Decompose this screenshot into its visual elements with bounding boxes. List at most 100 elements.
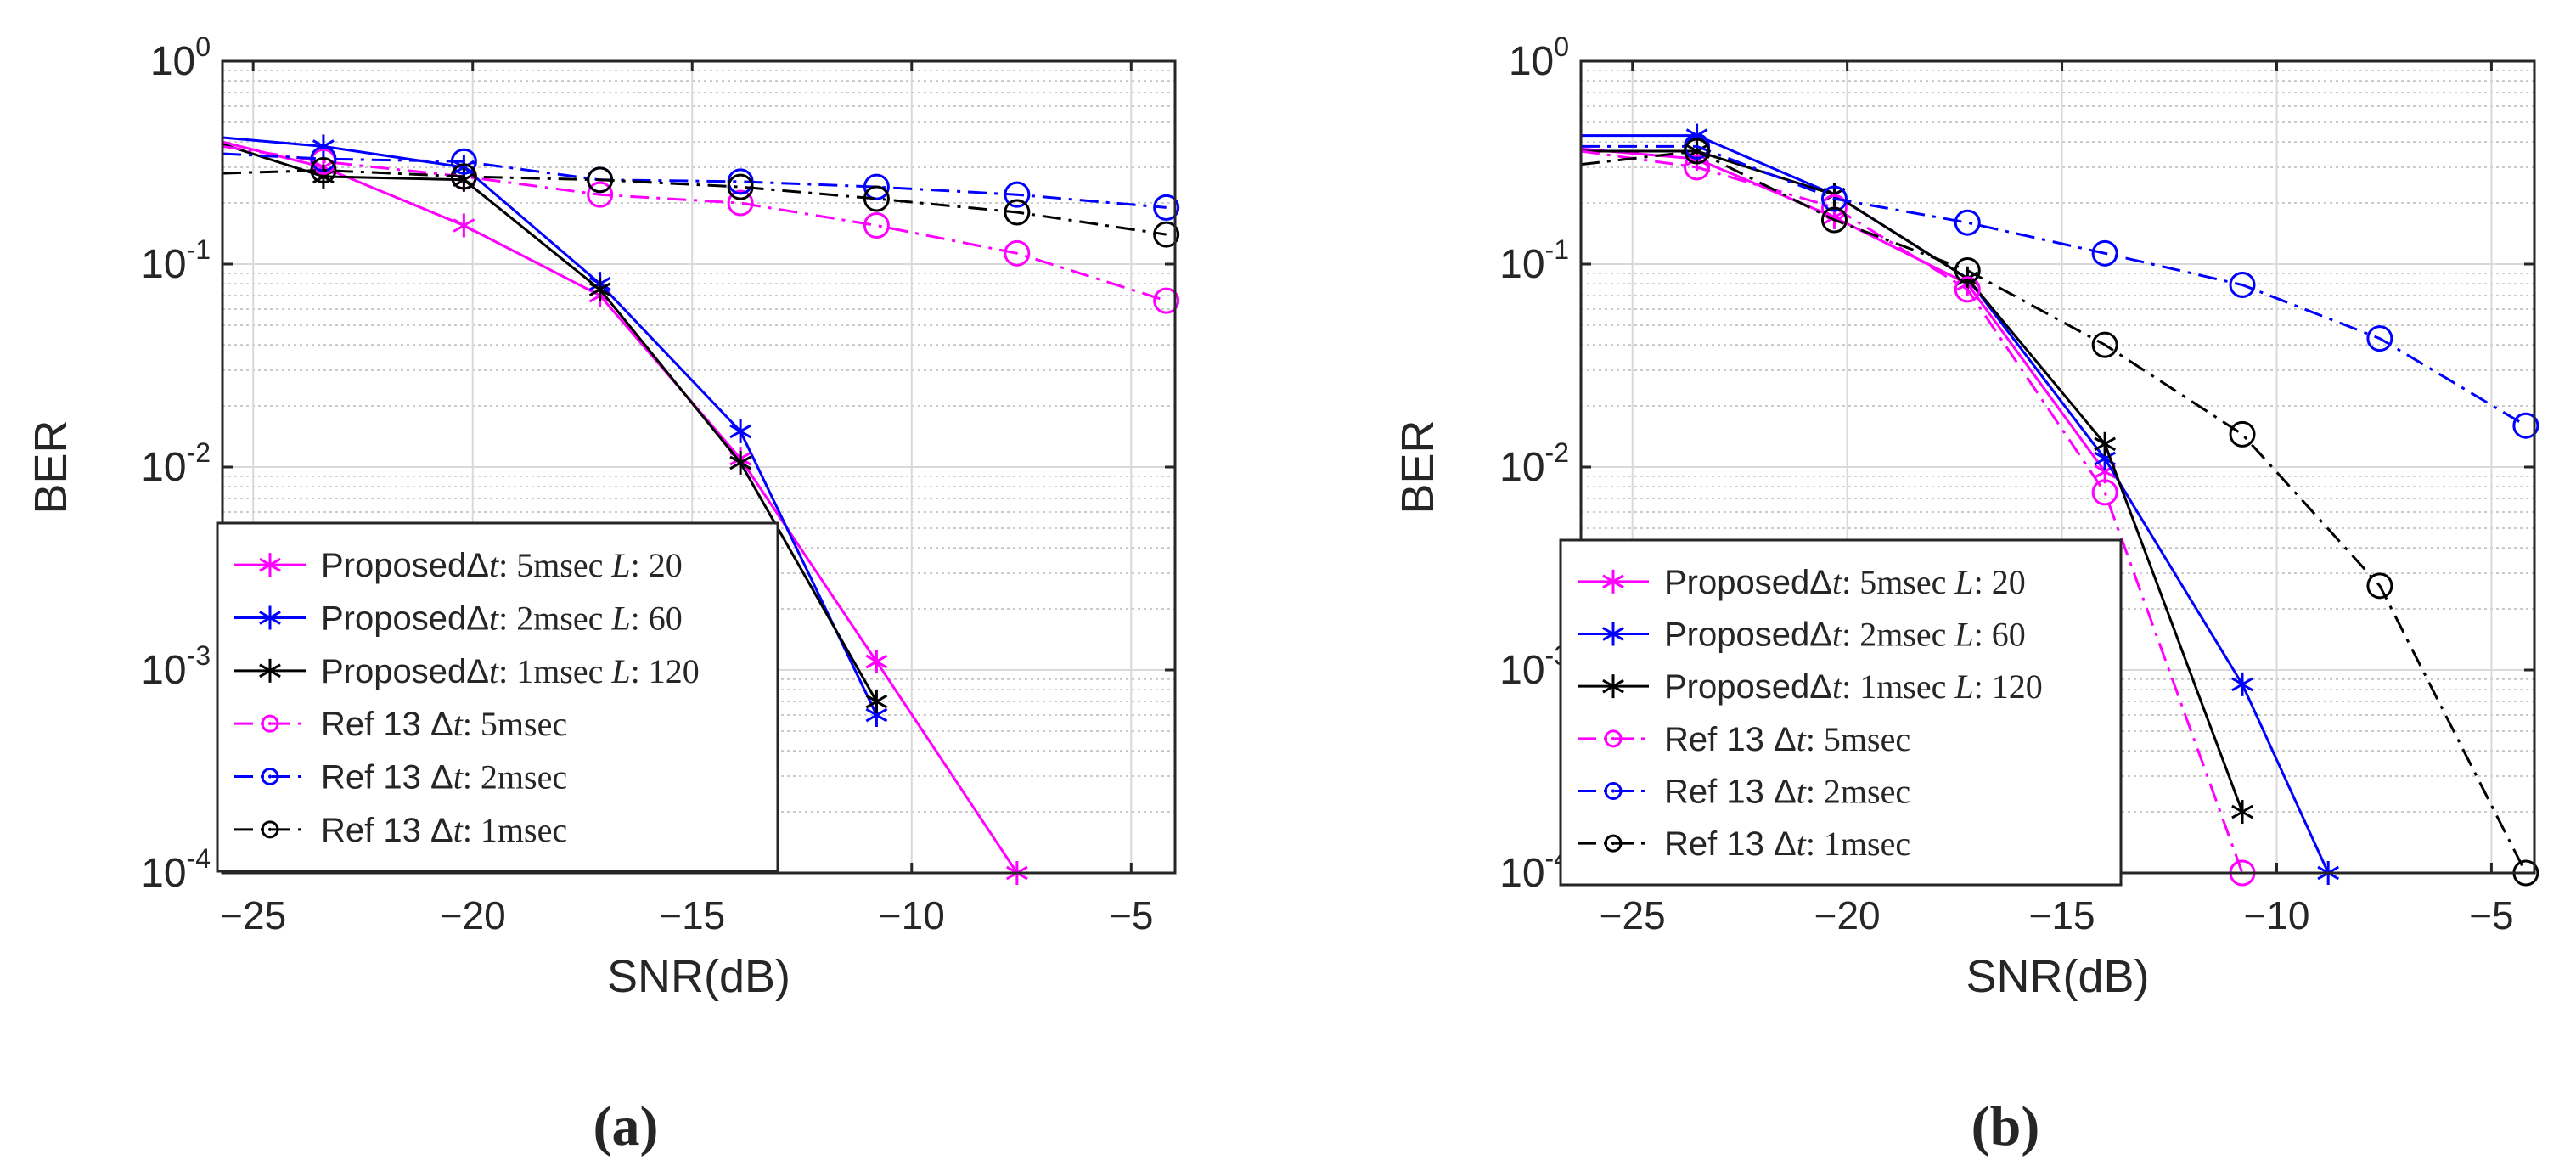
- y-tick-exponent: 0: [1554, 31, 1569, 62]
- circle-marker: [863, 173, 890, 200]
- circle-marker-dot: [1611, 736, 1615, 740]
- circle-marker: [1004, 181, 1031, 208]
- series-5: [1581, 132, 2539, 439]
- circle-marker: [1004, 199, 1031, 226]
- legend-label: ProposedΔt: 2msec L: 60: [321, 600, 683, 638]
- asterisk-marker: [1602, 569, 1624, 594]
- chart-panel-a: −25 −20 −15 −10 −510010-110-210-310-4SNR(dB)…: [25, 31, 1180, 1157]
- series-6: [1581, 138, 2539, 887]
- circle-marker-dot: [1611, 842, 1615, 846]
- circle-marker: [1604, 834, 1623, 853]
- circle-marker: [1684, 154, 1711, 181]
- circle-marker: [727, 173, 754, 200]
- x-tick-label: −5: [2469, 893, 2513, 937]
- legend-item-2: ProposedΔt: 2msec L: 60: [1578, 616, 2026, 654]
- circle-marker-dot: [268, 827, 272, 831]
- circle-marker: [450, 148, 477, 175]
- circle-marker-dot: [268, 722, 272, 726]
- series-6: [222, 156, 1180, 248]
- y-tick-exponent: -3: [187, 640, 211, 671]
- x-tick-label: −20: [440, 893, 506, 937]
- asterisk-marker: [1602, 674, 1624, 699]
- x-axis-label: SNR(dB): [607, 951, 790, 1002]
- legend-item-6: Ref 13 Δt: 1msec: [1578, 825, 1910, 863]
- y-tick-base: 10: [141, 242, 186, 287]
- circle-marker: [1954, 276, 1981, 303]
- y-tick-base: 10: [1499, 851, 1544, 896]
- legend-label: ProposedΔt: 1msec L: 120: [321, 652, 700, 690]
- y-tick-label: 100: [1509, 31, 1569, 84]
- circle-marker: [1820, 206, 1848, 234]
- series-line: [1581, 144, 2527, 427]
- legend-item-1: ProposedΔt: 5msec L: 20: [1578, 563, 2026, 601]
- circle-marker: [261, 714, 279, 733]
- legend-label: ProposedΔt: 5msec L: 20: [321, 546, 683, 584]
- circle-marker: [587, 181, 614, 208]
- circle-marker: [310, 156, 337, 183]
- circle-marker: [1604, 729, 1623, 748]
- circle-marker-dot: [268, 774, 272, 779]
- y-axis-label: BER: [25, 419, 76, 514]
- series-line: [1581, 149, 2244, 873]
- asterisk-marker: [2094, 431, 2117, 456]
- circle-marker: [450, 163, 477, 190]
- legend-item-1: ProposedΔt: 5msec L: 20: [234, 546, 683, 584]
- y-tick-base: 10: [1499, 242, 1544, 287]
- y-tick-label: 10-1: [141, 234, 211, 287]
- legend-box: [1559, 538, 2123, 887]
- circle-marker: [261, 820, 279, 839]
- legend-box: [216, 521, 779, 873]
- y-tick-exponent: -1: [187, 234, 211, 265]
- legend-label: Ref 13 Δt: 1msec: [321, 811, 567, 849]
- circle-marker: [2366, 572, 2393, 600]
- circle-marker: [1153, 287, 1180, 314]
- y-tick-label: 10-4: [141, 843, 211, 896]
- circle-marker: [1153, 221, 1180, 248]
- series-line: [222, 168, 1167, 236]
- legend-item-3: ProposedΔt: 1msec L: 120: [1578, 667, 2043, 706]
- circle-marker: [1604, 782, 1623, 800]
- asterisk-marker: [865, 650, 888, 674]
- circle-marker: [1820, 185, 1848, 212]
- circle-marker: [2091, 331, 2118, 358]
- x-tick-label: −25: [220, 893, 286, 937]
- panel-label: (b): [1971, 1095, 2040, 1157]
- x-axis-label: SNR(dB): [1966, 951, 2149, 1002]
- x-tick-label: −10: [2243, 893, 2309, 937]
- series-line: [1581, 149, 2528, 873]
- circle-marker: [1004, 239, 1031, 267]
- legend: ProposedΔt: 5msec L: 20 ProposedΔt: 2msec…: [216, 521, 779, 873]
- y-axis-label: BER: [1392, 419, 1443, 514]
- circle-marker: [2229, 420, 2256, 448]
- panel-label: (a): [593, 1095, 659, 1157]
- y-tick-label: 10-3: [141, 640, 211, 693]
- y-tick-base: 10: [141, 851, 186, 896]
- legend-item-5: Ref 13 Δt: 2msec: [234, 758, 567, 797]
- asterisk-marker: [453, 213, 475, 238]
- legend-label: Ref 13 Δt: 1msec: [1664, 825, 1910, 863]
- series-line: [222, 152, 1167, 209]
- y-tick-exponent: -4: [187, 843, 211, 874]
- circle-marker: [2229, 271, 2256, 298]
- y-tick-base: 10: [150, 39, 195, 84]
- circle-marker: [587, 166, 614, 194]
- legend-item-6: Ref 13 Δt: 1msec: [234, 811, 567, 849]
- circle-marker: [1954, 257, 1981, 284]
- circle-marker: [1954, 209, 1981, 236]
- asterisk-marker: [259, 658, 281, 683]
- series-line: [222, 144, 1167, 302]
- circle-marker: [2091, 479, 2118, 506]
- asterisk-marker: [729, 450, 751, 475]
- circle-marker: [863, 185, 890, 212]
- y-tick-exponent: -2: [1545, 437, 1569, 468]
- legend: ProposedΔt: 5msec L: 20 ProposedΔt: 2msec…: [1559, 538, 2123, 887]
- legend-item-4: Ref 13 Δt: 5msec: [234, 705, 567, 743]
- y-tick-label: 10-2: [141, 437, 211, 490]
- asterisk-marker: [2231, 672, 2253, 696]
- y-tick-base: 10: [141, 445, 186, 490]
- legend-label: ProposedΔt: 5msec L: 20: [1664, 563, 2026, 601]
- legend-label: Ref 13 Δt: 5msec: [321, 705, 567, 743]
- asterisk-marker: [1602, 622, 1624, 646]
- circle-marker: [2091, 239, 2118, 267]
- series-line: [222, 136, 878, 716]
